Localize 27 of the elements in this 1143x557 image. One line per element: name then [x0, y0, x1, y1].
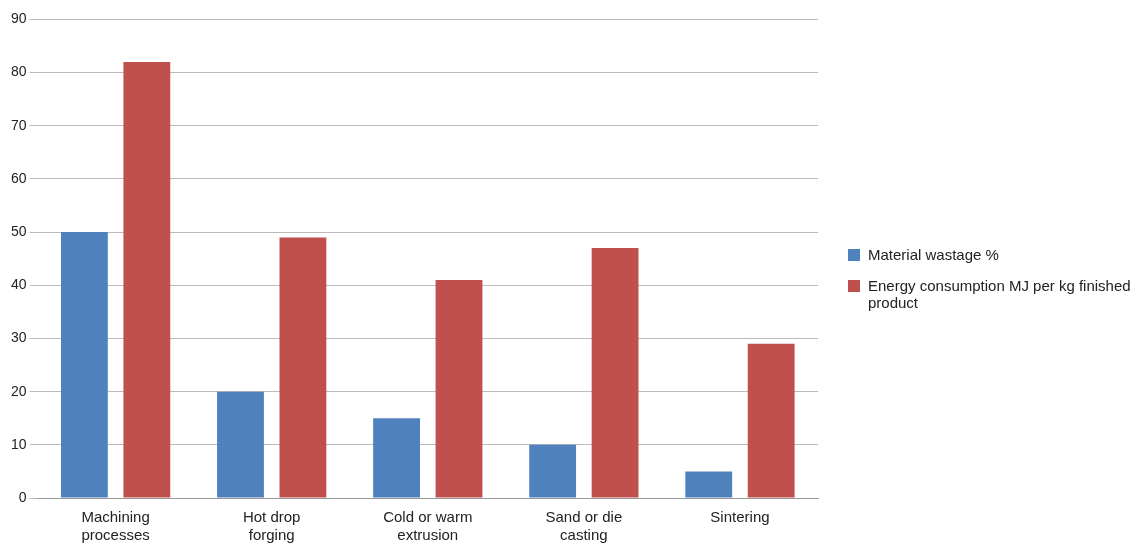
y-tick-label: 10: [10, 435, 27, 452]
bar: [60, 232, 108, 498]
x-tick-label: Sand or die casting: [545, 508, 623, 544]
bar: [591, 248, 639, 498]
y-tick-label: 30: [10, 329, 27, 346]
y-tick-label: 70: [10, 116, 27, 133]
bar: [123, 61, 171, 498]
y-tick-label: 0: [18, 488, 27, 505]
bar: [373, 418, 420, 498]
legend-label: Energy consumption MJ per kg finished product: [868, 276, 1132, 311]
bar: [435, 279, 483, 498]
y-tick-label: 50: [10, 222, 27, 239]
bar: [217, 391, 264, 498]
bar: [685, 471, 733, 498]
bar: [529, 444, 577, 498]
bar: [279, 237, 327, 498]
x-tick-label: Machining processes: [81, 508, 150, 544]
bar: [747, 343, 795, 498]
x-tick-label: Hot drop forging: [242, 508, 301, 544]
y-tick-label: 90: [10, 10, 27, 27]
y-tick-label: 20: [10, 382, 27, 399]
x-tick-label: Cold or warm extrusion: [383, 508, 473, 544]
x-tick-label: Sintering: [710, 508, 770, 526]
y-tick-label: 80: [10, 63, 27, 80]
y-tick-label: 40: [10, 276, 27, 293]
legend-label: Material wastage %: [868, 245, 999, 263]
y-tick-label: 60: [10, 169, 27, 186]
